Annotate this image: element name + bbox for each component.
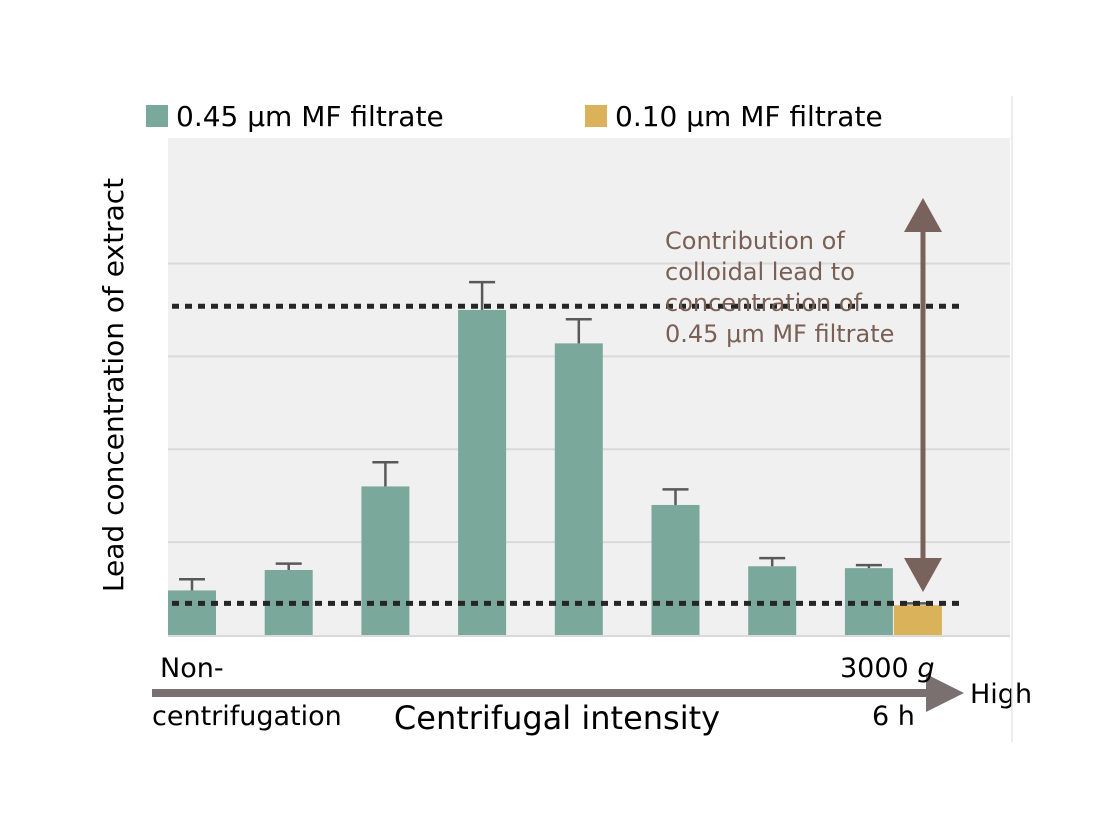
bar-045-7 — [748, 566, 797, 635]
bar-045-3 — [361, 486, 410, 635]
y-axis-label: Lead concentration of extract — [97, 178, 130, 592]
contribution-double-arrow — [904, 198, 942, 592]
reference-lines — [172, 303, 962, 606]
bar-045-5 — [554, 343, 603, 635]
legend-swatch-045 — [146, 105, 168, 127]
bars — [168, 280, 942, 635]
annotation-line-3: concentration of — [665, 289, 863, 317]
x-end-label-line2: 6 h — [872, 701, 915, 732]
x-start-label-line1: Non- — [160, 653, 224, 684]
x-axis-label: Centrifugal intensity — [394, 699, 720, 737]
bar-010-8 — [893, 605, 942, 635]
legend-swatch-010 — [585, 105, 607, 127]
bar-045-6 — [651, 504, 700, 635]
annotation-line-1: Contribution of — [665, 227, 845, 255]
x-axis-arrow — [152, 674, 964, 712]
x-axis-high-label: High — [970, 679, 1032, 710]
annotation-line-4: 0.45 μm MF filtrate — [665, 320, 894, 348]
bar-045-1 — [168, 590, 216, 635]
x-end-label-unit: g — [917, 653, 934, 684]
annotation-line-2: colloidal lead to — [665, 258, 855, 286]
legend-label-010: 0.10 μm MF filtrate — [615, 100, 883, 133]
x-end-label-line1: 3000 g — [840, 653, 934, 684]
bar-045-4 — [458, 309, 507, 635]
x-end-label-number: 3000 — [840, 653, 909, 684]
legend-label-045: 0.45 μm MF filtrate — [176, 100, 444, 133]
x-start-label-line2: centrifugation — [152, 701, 342, 732]
